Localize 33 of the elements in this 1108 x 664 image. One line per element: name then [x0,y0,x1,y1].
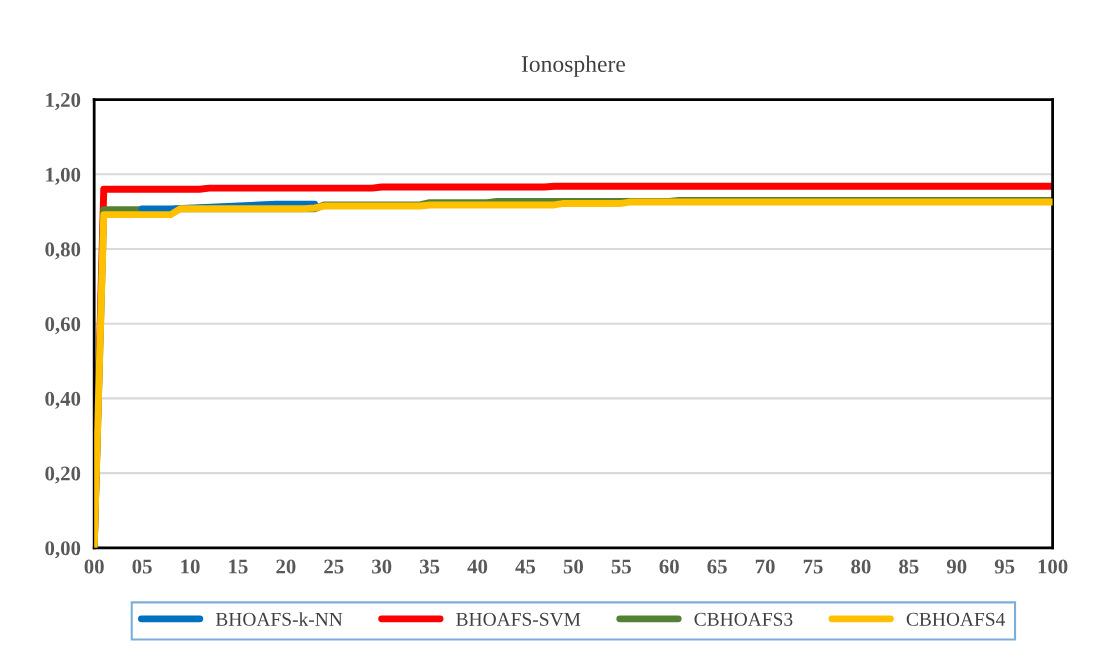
x-tick-label: 25 [324,559,344,574]
x-tick-label: 80 [851,559,871,574]
x-tick-label: 50 [563,559,584,574]
chart-title: Ionosphere [521,55,626,77]
y-tick-label: 1,00 [46,167,81,185]
x-tick-label: 75 [803,559,823,574]
x-tick-label: 00 [84,559,104,574]
legend-label: CBHOAFS3 [694,612,793,626]
x-tick-label: 20 [276,559,296,574]
y-tick-label: 0,40 [45,391,81,409]
x-tick-label: 55 [611,559,631,574]
y-tick-label: 0,80 [45,242,81,260]
x-tick-label: 05 [132,559,152,574]
x-tick-label: 15 [229,559,248,574]
x-tick-label: 85 [899,559,919,574]
x-tick-label: 65 [707,559,727,574]
x-tick-label: 90 [946,559,967,574]
y-tick-label: 0,60 [45,317,81,335]
y-tick-label: 0,20 [45,466,81,484]
y-tick-label: 0,00 [45,541,81,559]
legend-label: CBHOAFS4 [906,612,1006,626]
x-tick-label: 35 [419,559,440,574]
x-tick-label: 70 [755,559,775,574]
x-tick-label: 30 [372,559,392,574]
x-tick-label: 95 [994,559,1015,574]
x-tick-label: 10 [181,559,200,574]
legend-label: BHOAFS-k-NN [215,612,343,626]
x-tick-label: 100 [1038,559,1068,574]
x-tick-label: 40 [467,559,488,574]
x-tick-label: 60 [659,559,679,574]
y-tick-label: 1,20 [46,92,81,111]
x-tick-label: 45 [515,559,536,574]
legend-label: BHOAFS-SVM [456,612,581,626]
